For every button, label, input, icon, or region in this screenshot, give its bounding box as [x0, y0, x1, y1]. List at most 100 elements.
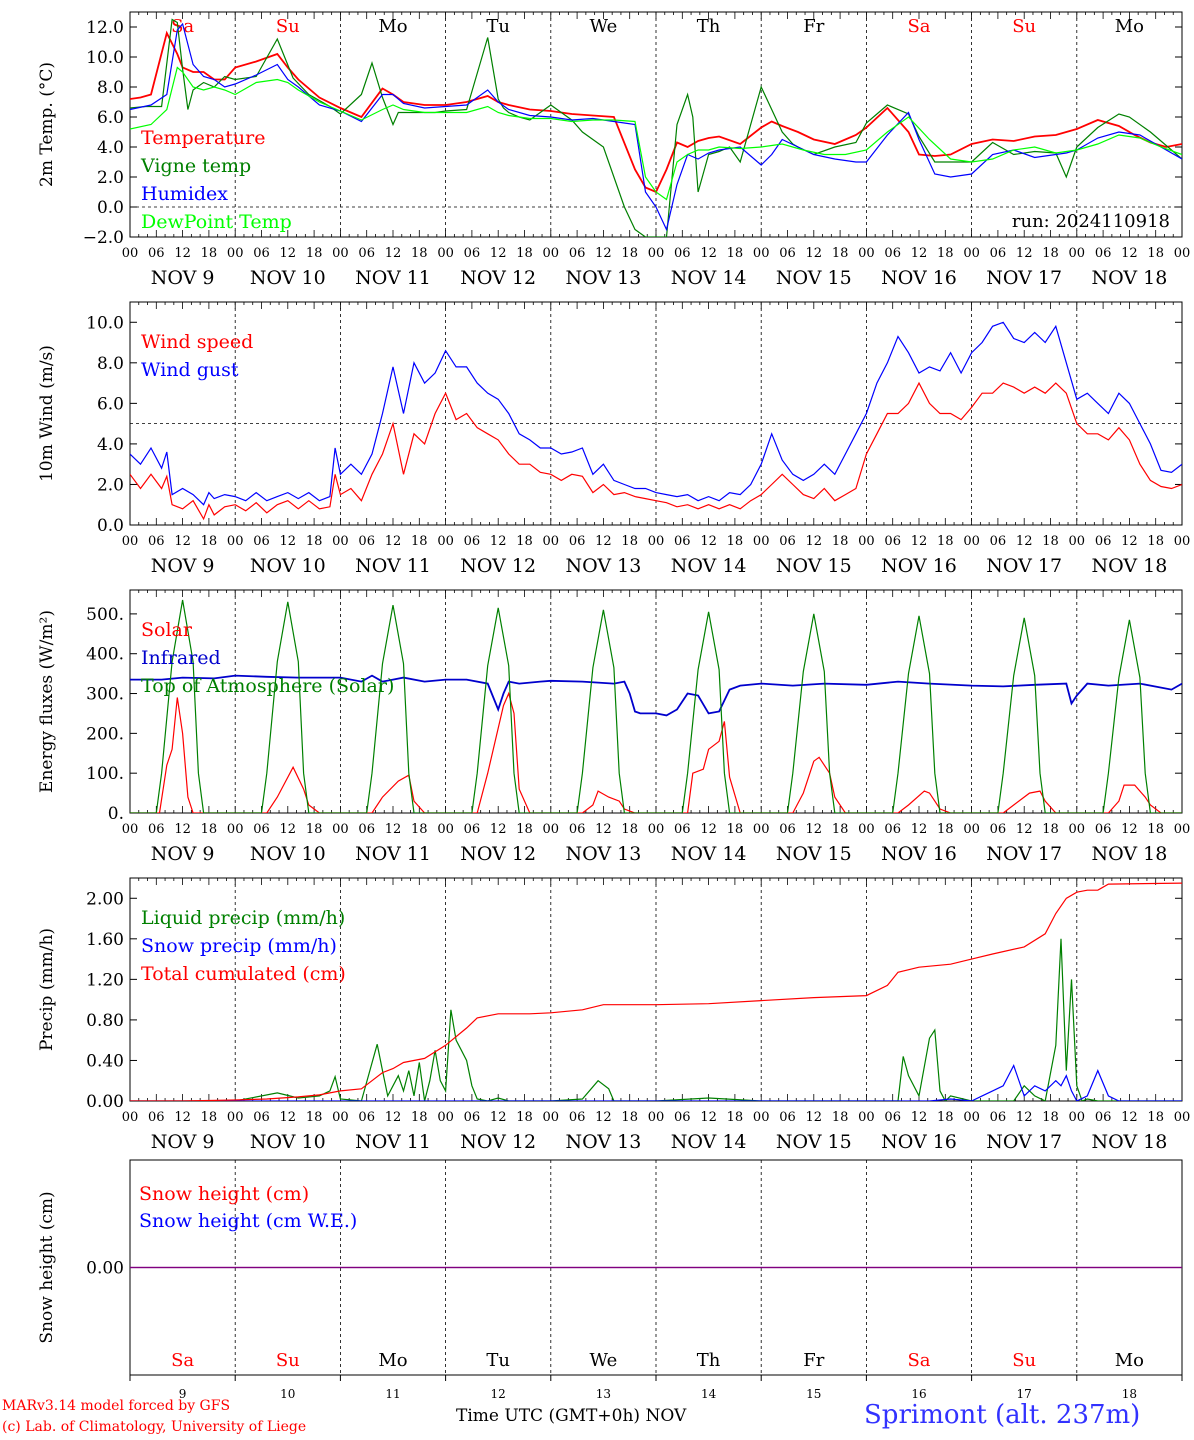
- hour-tick-label: 06: [148, 534, 165, 549]
- y-tick-label: −2.0: [83, 228, 124, 248]
- hour-tick-label: 18: [1042, 822, 1059, 837]
- series-line-4: [130, 66, 1182, 201]
- legend-entry: DewPoint Temp: [141, 211, 292, 233]
- hour-tick-label: 00: [753, 534, 770, 549]
- hour-tick-label: 18: [832, 246, 849, 261]
- hour-tick-label: 12: [1016, 1110, 1033, 1125]
- day-label: NOV 10: [250, 555, 326, 577]
- series-line-3: [130, 22, 1182, 232]
- hour-tick-label: 18: [621, 1110, 638, 1125]
- hour-tick-label: 00: [858, 822, 875, 837]
- hour-tick-label: 00: [1069, 822, 1086, 837]
- day-label: NOV 14: [671, 555, 747, 577]
- y-tick-label: 2.0: [97, 168, 124, 188]
- weekday-label: Sa: [171, 1350, 194, 1371]
- day-label: NOV 13: [565, 843, 641, 865]
- hour-tick-label: 18: [306, 534, 323, 549]
- hour-tick-label: 00: [437, 534, 454, 549]
- hour-tick-label: 00: [227, 246, 244, 261]
- y-tick-label: 0.00: [86, 1092, 124, 1112]
- y-tick-label: 4.0: [97, 138, 124, 158]
- day-label: NOV 14: [671, 267, 747, 289]
- hour-tick-label: 18: [411, 822, 428, 837]
- hour-tick-label: 06: [358, 534, 375, 549]
- hour-tick-label: 12: [595, 246, 612, 261]
- hour-tick-label: 00: [1174, 1110, 1191, 1125]
- hour-tick-label: 06: [779, 1110, 796, 1125]
- hour-tick-label: 00: [1174, 534, 1191, 549]
- weekday-label: Mo: [378, 16, 407, 37]
- hour-tick-label: 06: [990, 534, 1007, 549]
- hour-tick-label: 12: [700, 1110, 717, 1125]
- y-tick-label: 2.00: [86, 889, 124, 909]
- weekday-label: Mo: [1115, 1350, 1144, 1371]
- hour-tick-label: 06: [464, 822, 481, 837]
- hour-tick-label: 06: [569, 1110, 586, 1125]
- y-tick-label: 0.0: [97, 198, 124, 218]
- y-tick-label: 0.40: [86, 1051, 124, 1071]
- hour-tick-label: 06: [884, 246, 901, 261]
- lab-credit: (c) Lab. of Climatology, University of L…: [2, 1419, 307, 1435]
- day-label: NOV 18: [1091, 267, 1167, 289]
- hour-tick-label: 06: [253, 246, 270, 261]
- hour-tick-label: 06: [253, 1110, 270, 1125]
- hour-tick-label: 12: [490, 534, 507, 549]
- location-title: Sprimont (alt. 237m): [864, 1400, 1141, 1430]
- day-label: NOV 9: [151, 555, 215, 577]
- day-label: NOV 11: [355, 1131, 431, 1153]
- hour-tick-label: 06: [148, 246, 165, 261]
- weekday-label: Su: [1012, 16, 1036, 37]
- hour-tick-label: 12: [806, 822, 823, 837]
- hour-tick-label: 06: [148, 822, 165, 837]
- hour-tick-label: 06: [569, 534, 586, 549]
- series-line-3: [130, 599, 1182, 813]
- hour-tick-label: 18: [727, 1110, 744, 1125]
- hour-tick-label: 00: [543, 534, 560, 549]
- hour-tick-label: 12: [1121, 246, 1138, 261]
- hour-tick-label: 00: [437, 246, 454, 261]
- hour-tick-label: 18: [201, 822, 218, 837]
- y-tick-label: 10.0: [86, 313, 124, 333]
- hour-tick-label: 06: [1095, 534, 1112, 549]
- y-tick-label: 8.0: [97, 78, 124, 98]
- hour-tick-label: 06: [464, 246, 481, 261]
- hour-tick-label: 06: [148, 1110, 165, 1125]
- series-line-1: [130, 691, 1182, 813]
- y-tick-label: 8.0: [97, 354, 124, 374]
- weekday-label: Th: [697, 16, 721, 37]
- hour-tick-label: 06: [674, 246, 691, 261]
- hour-tick-label: 12: [1121, 534, 1138, 549]
- plot-frame: [129, 301, 1183, 526]
- y-tick-label: 1.20: [86, 970, 124, 990]
- hour-tick-label: 18: [1042, 534, 1059, 549]
- hour-tick-label: 00: [227, 822, 244, 837]
- weekday-label: Su: [276, 1350, 300, 1371]
- hour-tick-label: 18: [516, 822, 533, 837]
- y-tick-label: 300.: [86, 685, 124, 705]
- y-tick-label: 4.0: [97, 435, 124, 455]
- weekday-label: Su: [1012, 1350, 1036, 1371]
- hour-tick-label: 00: [963, 534, 980, 549]
- y-tick-label: 12.0: [86, 18, 124, 38]
- hour-tick-label: 00: [1174, 246, 1191, 261]
- day-number-label: 10: [280, 1387, 295, 1401]
- hour-tick-label: 06: [990, 246, 1007, 261]
- hour-tick-label: 12: [806, 1110, 823, 1125]
- hour-tick-label: 00: [332, 822, 349, 837]
- day-label: NOV 16: [881, 267, 957, 289]
- legend-entry: Temperature: [141, 127, 265, 149]
- day-label: NOV 13: [565, 267, 641, 289]
- day-label: NOV 12: [460, 1131, 536, 1153]
- day-label: NOV 17: [986, 555, 1062, 577]
- day-label: NOV 12: [460, 843, 536, 865]
- hour-tick-label: 12: [1016, 246, 1033, 261]
- hour-tick-label: 18: [516, 1110, 533, 1125]
- series-line-2: [130, 321, 1182, 506]
- hour-tick-label: 18: [1042, 246, 1059, 261]
- hour-tick-label: 12: [174, 822, 191, 837]
- y-tick-label: 2.0: [97, 475, 124, 495]
- day-label: NOV 16: [881, 843, 957, 865]
- hour-tick-label: 00: [1069, 1110, 1086, 1125]
- day-label: NOV 11: [355, 843, 431, 865]
- hour-tick-label: 12: [385, 534, 402, 549]
